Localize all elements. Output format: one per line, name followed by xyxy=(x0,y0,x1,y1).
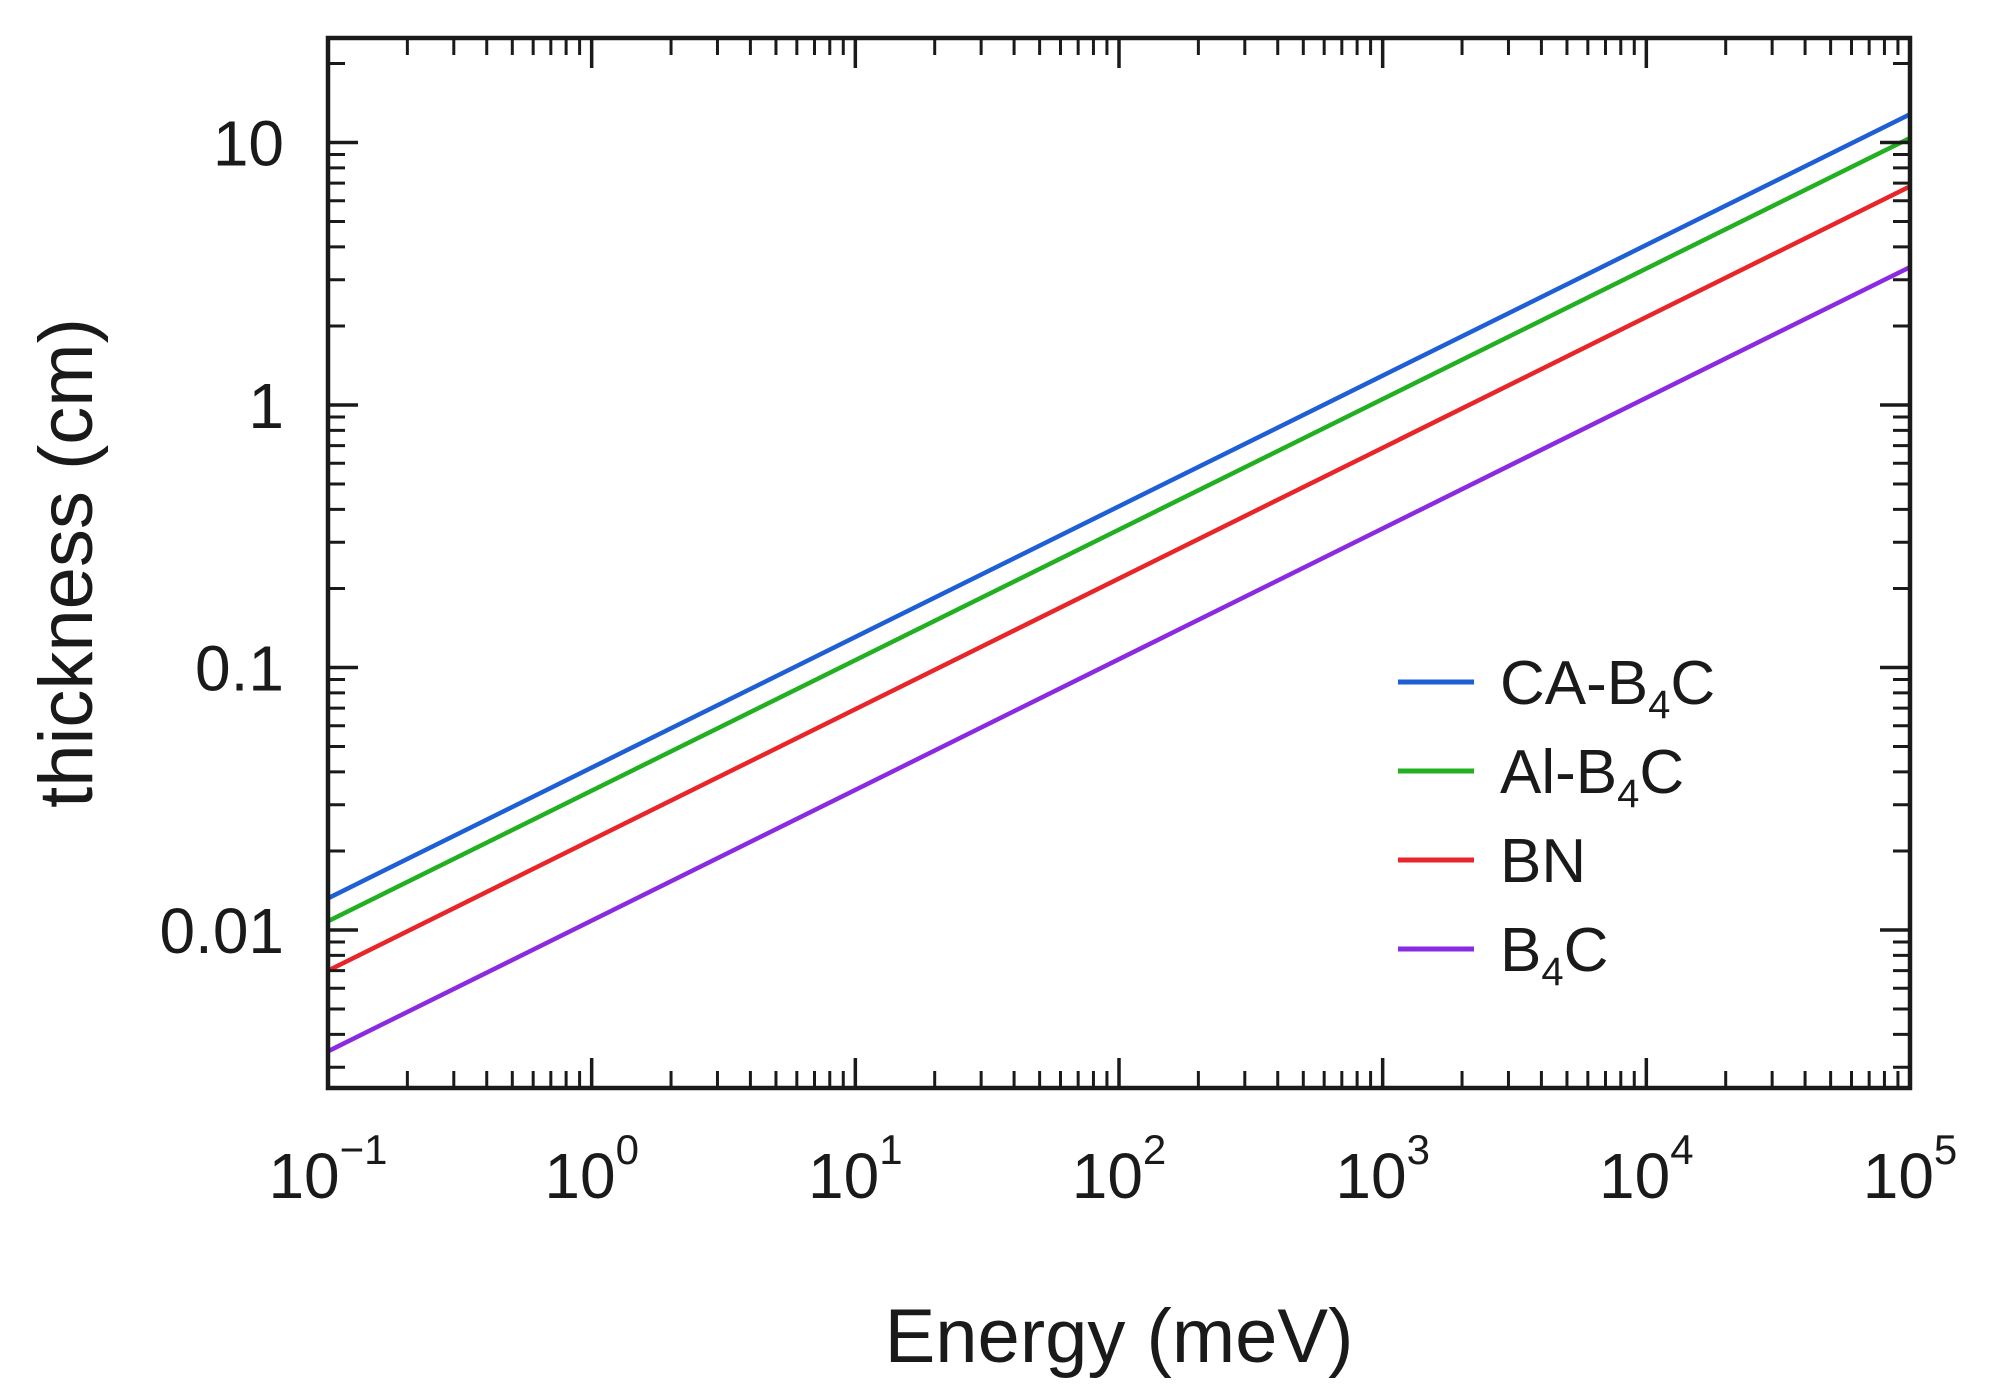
legend-label-subscript: 4 xyxy=(1541,950,1563,994)
x-tick-label-base: 10 xyxy=(1335,1140,1406,1212)
series-lines xyxy=(328,112,1910,1054)
x-tick-label-base: 10 xyxy=(1863,1140,1934,1212)
series-line-al-b4c xyxy=(328,135,1910,924)
x-tick-label-base: 10 xyxy=(1599,1140,1670,1212)
legend-label-text: CA-B xyxy=(1500,649,1648,718)
y-tick-label: 0.1 xyxy=(195,632,284,704)
legend-label-subscript: 4 xyxy=(1617,772,1639,816)
legend-label-tail: C xyxy=(1564,916,1609,985)
legend-label-text: BN xyxy=(1500,827,1586,896)
x-tick-label-exponent: 3 xyxy=(1407,1126,1430,1173)
legend-label-text: B xyxy=(1500,916,1541,985)
y-tick-label: 0.01 xyxy=(159,895,284,967)
y-tick-label: 1 xyxy=(248,370,284,442)
plot-marks xyxy=(328,112,1910,1054)
legend-label-text: Al-B xyxy=(1500,738,1617,807)
legend-label-ca-b4c: CA-B4C xyxy=(1500,649,1715,727)
plot-frame xyxy=(325,35,1913,1091)
legend-label-al-b4c: Al-B4C xyxy=(1500,738,1684,816)
series-line-bn xyxy=(328,184,1910,973)
x-tick-label: 105 xyxy=(1863,1126,1958,1212)
legend-label-tail: C xyxy=(1670,649,1715,718)
x-tick-label: 10−1 xyxy=(268,1126,387,1212)
series-line-ca-b4c xyxy=(328,112,1910,901)
x-tick-label-exponent: 1 xyxy=(879,1126,902,1173)
x-tick-label-base: 10 xyxy=(808,1140,879,1212)
legend-label-bn: BN xyxy=(1500,827,1586,896)
legend-label-b4c: B4C xyxy=(1500,916,1608,994)
x-tick-label: 101 xyxy=(808,1126,903,1212)
legend-label-tail: C xyxy=(1639,738,1684,807)
x-tick-label: 102 xyxy=(1072,1126,1167,1212)
x-tick-label-exponent: 0 xyxy=(616,1126,639,1173)
legend-label-subscript: 4 xyxy=(1648,683,1670,727)
x-tick-label: 103 xyxy=(1335,1126,1430,1212)
x-tick-label-base: 10 xyxy=(268,1140,339,1212)
axis-ticks xyxy=(326,38,1912,1088)
x-tick-label: 104 xyxy=(1599,1126,1694,1212)
x-tick-label-exponent: 2 xyxy=(1143,1126,1166,1173)
x-tick-label-exponent: 4 xyxy=(1670,1126,1693,1173)
x-tick-label-base: 10 xyxy=(1072,1140,1143,1212)
y-tick-label: 10 xyxy=(213,107,284,179)
x-tick-label-exponent: −1 xyxy=(340,1126,388,1173)
x-tick-label-exponent: 5 xyxy=(1934,1126,1957,1173)
x-tick-label-base: 10 xyxy=(544,1140,615,1212)
x-tick-label: 100 xyxy=(544,1126,639,1212)
y-axis-title: thickness (cm) xyxy=(24,318,109,808)
x-axis-title: Energy (meV) xyxy=(885,1294,1354,1379)
series-line-b4c xyxy=(328,265,1910,1054)
